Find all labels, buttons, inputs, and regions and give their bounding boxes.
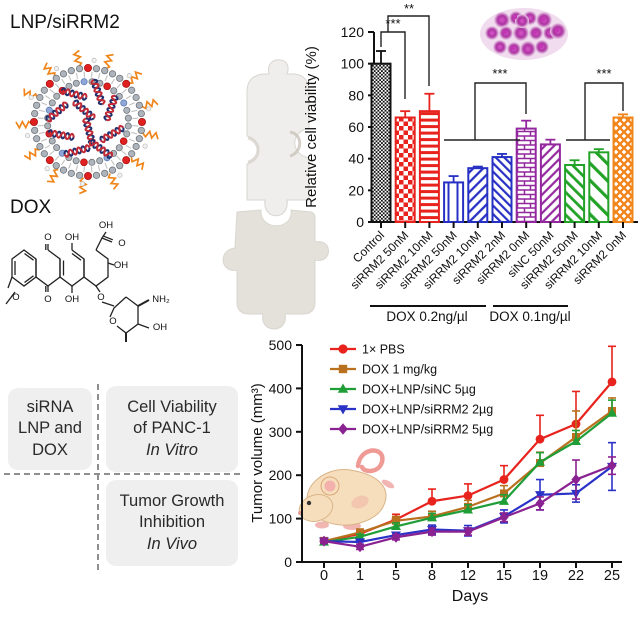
summary-box-line: Cell Viability xyxy=(127,398,217,417)
lnp-sirrm2-label: LNP/siRRM2 xyxy=(10,12,120,33)
svg-text:O: O xyxy=(44,232,51,243)
summary-box-cell-viability: Cell Viability of PANC-1 In Vitro xyxy=(106,386,238,472)
mouse-eye xyxy=(306,500,312,506)
svg-text:**: ** xyxy=(404,1,414,16)
svg-text:NH₂: NH₂ xyxy=(152,294,170,305)
svg-text:25: 25 xyxy=(604,568,620,584)
mouse-illustration xyxy=(298,448,395,530)
puzzle-pieces-illustration xyxy=(222,59,329,330)
svg-text:19: 19 xyxy=(532,568,548,584)
svg-text:5: 5 xyxy=(392,568,400,584)
svg-text:0: 0 xyxy=(356,214,364,230)
svg-text:22: 22 xyxy=(568,568,584,584)
dashed-divider-vertical xyxy=(97,384,99,570)
svg-text:OH: OH xyxy=(65,294,79,305)
svg-text:300: 300 xyxy=(269,424,293,440)
summary-box-line: In Vivo xyxy=(146,534,198,553)
svg-text:0: 0 xyxy=(320,568,328,584)
puzzle-notch-shadow-2 xyxy=(247,136,259,164)
summary-box-line: of PANC-1 xyxy=(133,419,211,438)
svg-text:DOX 1 mg/kg: DOX 1 mg/kg xyxy=(362,363,437,377)
mouse-tail xyxy=(355,448,385,474)
svg-text:***: *** xyxy=(596,66,611,81)
summary-box-line: DOX xyxy=(32,440,68,459)
svg-text:12: 12 xyxy=(460,568,476,584)
svg-text:O: O xyxy=(118,238,125,249)
svg-text:OH: OH xyxy=(99,220,113,231)
svg-text:DOX+LNP/siNC 5µg: DOX+LNP/siNC 5µg xyxy=(362,383,476,397)
svg-text:20: 20 xyxy=(348,182,364,198)
svg-text:60: 60 xyxy=(348,119,364,135)
svg-text:1: 1 xyxy=(356,568,364,584)
svg-text:100: 100 xyxy=(341,56,365,72)
svg-text:0: 0 xyxy=(284,554,292,570)
puzzle-notch-shadow xyxy=(289,130,302,158)
summary-box-sirna-lnp-dox: siRNA LNP and DOX xyxy=(8,388,92,470)
summary-box-line: LNP and xyxy=(18,419,82,438)
cell-viability-bar-chart: 0 20 40 60 80 100 120 Relative cell viability (… xyxy=(303,1,638,324)
svg-text:15: 15 xyxy=(496,568,512,584)
svg-text:80: 80 xyxy=(348,87,364,103)
puzzle-piece-bottom xyxy=(222,209,329,330)
svg-text:O: O xyxy=(12,292,19,303)
svg-text:40: 40 xyxy=(348,151,364,167)
svg-text:100: 100 xyxy=(269,511,293,527)
dashed-divider-horizontal xyxy=(4,473,240,475)
svg-text:Tumor volume (mm³): Tumor volume (mm³) xyxy=(249,383,266,522)
svg-text:120: 120 xyxy=(341,24,365,40)
svg-text:DOX 0.2ng/µl: DOX 0.2ng/µl xyxy=(386,309,467,324)
dox-atom-labels: OH O O OH OH O OH O O NH₂ O OH xyxy=(12,220,170,333)
svg-text:200: 200 xyxy=(269,467,293,483)
svg-text:Days: Days xyxy=(452,588,488,605)
svg-text:OH: OH xyxy=(153,322,167,333)
summary-box-line: Tumor Growth xyxy=(119,492,225,511)
svg-text:OH: OH xyxy=(65,232,79,243)
summary-box-line: In Vitro xyxy=(146,440,198,459)
svg-text:DOX+LNP/siRRM2 2µg: DOX+LNP/siRRM2 2µg xyxy=(362,403,493,417)
svg-text:O: O xyxy=(109,316,116,327)
svg-text:***: *** xyxy=(492,66,507,81)
svg-text:8: 8 xyxy=(428,568,436,584)
lnp-liposome-illustration xyxy=(15,49,159,195)
svg-text:500: 500 xyxy=(269,337,293,353)
svg-text:***: *** xyxy=(385,16,400,31)
summary-box-line: siRNA xyxy=(26,398,74,417)
puzzle-piece-top xyxy=(246,59,310,217)
tumor-spheroid-image xyxy=(480,8,568,60)
svg-text:OH: OH xyxy=(114,260,128,271)
svg-text:1× PBS: 1× PBS xyxy=(362,343,405,357)
summary-box-line: Inhibition xyxy=(138,513,206,532)
summary-box-tumor-growth: Tumor Growth Inhibition In Vivo xyxy=(106,480,238,566)
svg-text:400: 400 xyxy=(269,380,293,396)
svg-text:O: O xyxy=(97,292,104,303)
svg-text:O: O xyxy=(44,294,51,305)
svg-text:DOX+LNP/siRRM2 5µg: DOX+LNP/siRRM2 5µg xyxy=(362,423,493,437)
dox-skeleton xyxy=(5,231,150,342)
svg-text:DOX 0.1ng/µl: DOX 0.1ng/µl xyxy=(489,309,570,324)
dox-chemical-structure: OH O O OH OH O OH O O NH₂ O OH xyxy=(5,220,170,342)
svg-text:Relative cell viability (%): Relative cell viability (%) xyxy=(303,46,320,208)
dox-label: DOX xyxy=(10,197,52,218)
